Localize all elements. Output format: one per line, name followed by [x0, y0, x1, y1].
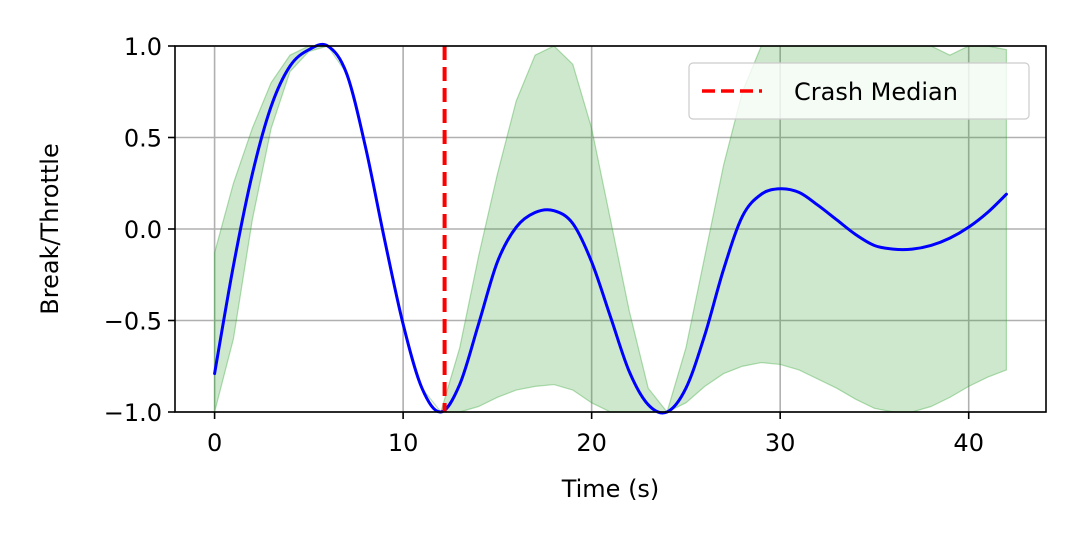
x-tick-label: 30 [765, 429, 796, 457]
y-tick-label: 0.0 [124, 216, 162, 244]
x-tick-label: 40 [953, 429, 984, 457]
confidence-band [213, 45, 1008, 414]
legend: Crash Median [688, 62, 1030, 120]
legend-box [688, 62, 1030, 120]
y-axis-label: Break/Throttle [36, 143, 64, 314]
y-tick-label: 0.5 [124, 125, 162, 153]
series-line-layer [213, 42, 1008, 415]
x-tick-label: 10 [388, 429, 419, 457]
legend-label-crash-median: Crash Median [794, 78, 958, 106]
y-tick-label: 1.0 [124, 33, 162, 61]
series-line [213, 42, 1008, 415]
confidence-band-layer [213, 45, 1008, 414]
y-tick-label: −1.0 [104, 399, 162, 427]
y-tick-label: −0.5 [104, 308, 162, 336]
x-tick-label: 0 [207, 429, 222, 457]
x-tick-label: 20 [576, 429, 607, 457]
axis-ticks: 0 10 20 30 40 −1.0 −0.5 0.0 0.5 1.0 [104, 33, 984, 457]
x-axis-label: Time (s) [561, 475, 660, 503]
